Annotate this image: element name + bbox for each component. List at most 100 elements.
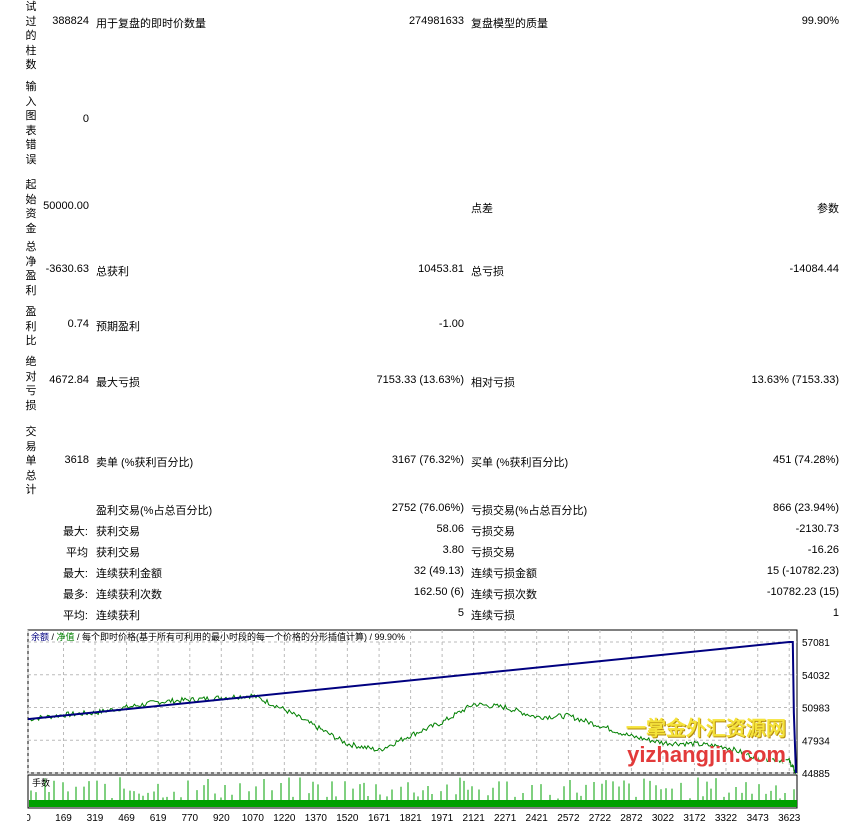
- row-label: 总净盈利: [25, 241, 37, 297]
- sub-prefix: 最大:: [62, 526, 88, 538]
- col2-label: 最大亏损: [96, 377, 140, 389]
- x-tick-label: 3022: [652, 813, 675, 824]
- col3-value: 866 (23.94%): [772, 502, 839, 514]
- col3-label: 亏损交易(%占总百分比): [471, 505, 588, 517]
- x-tick-label: 3322: [715, 813, 738, 824]
- col2-value: 3.80: [442, 544, 464, 556]
- x-tick-label: 2722: [589, 813, 612, 824]
- col3-value: -16.26: [807, 544, 839, 556]
- col2-value: -1.00: [438, 318, 464, 330]
- equity-line: [27, 693, 797, 775]
- col2-label: 盈利交易(%占总百分比): [96, 505, 213, 517]
- col3-label: 连续亏损金额: [471, 568, 537, 580]
- legend-equity: 净值: [57, 631, 75, 642]
- col2-value: 274981633: [408, 15, 464, 27]
- x-tick-label: 1070: [242, 813, 265, 824]
- x-tick-label: 619: [150, 813, 167, 824]
- row-value: 4672.84: [49, 374, 89, 386]
- x-tick-label: 1821: [399, 813, 422, 824]
- x-tick-label: 1370: [305, 813, 328, 824]
- x-tick-label: 3172: [683, 813, 706, 824]
- col2-value: 7153.33 (13.63%): [376, 374, 464, 386]
- col3-value: -10782.23 (15): [766, 586, 839, 598]
- col3-label: 亏损交易: [471, 526, 515, 538]
- y-tick-label: 57081: [802, 638, 830, 649]
- equity-chart: 0 169 319 469 619 770 920 1070 1220 1370 1520 1671 1…: [27, 629, 830, 824]
- col2-label: 连续获利次数: [96, 589, 162, 601]
- balance-line: [27, 641, 797, 774]
- col3-value: -14084.44: [789, 263, 839, 275]
- col3-label: 点差: [471, 203, 493, 215]
- x-tick-label: 1971: [431, 813, 454, 824]
- legend-desc: / 每个即时价格(基于所有可利用的最小时段的每一个价格的分形插值计算) / 99…: [75, 631, 406, 642]
- col3-value: -2130.73: [795, 523, 839, 535]
- chart-legend: 余额 / 净值 / 每个即时价格(基于所有可利用的最小时段的每一个价格的分形插值…: [31, 631, 405, 642]
- x-tick-label: 0: [27, 813, 31, 824]
- col3-value: 13.63% (7153.33): [751, 374, 839, 386]
- col2-value: 58.06: [436, 523, 464, 535]
- col3-label: 连续亏损次数: [471, 589, 537, 601]
- x-tick-label: 169: [55, 813, 72, 824]
- y-tick-label: 47934: [802, 736, 830, 747]
- x-tick-label: 1520: [336, 813, 359, 824]
- x-tick-label: 2271: [494, 813, 517, 824]
- col3-label: 连续亏损: [471, 610, 515, 622]
- col2-label: 用于复盘的即时价数量: [96, 18, 206, 30]
- row-label: 盈利比: [25, 306, 37, 347]
- row-label: 试过的柱数: [25, 1, 37, 71]
- sub-prefix: 平均: [66, 547, 88, 559]
- col2-value: 32 (49.13): [413, 565, 464, 577]
- row-value: 388824: [52, 15, 89, 27]
- x-tick-label: 1671: [368, 813, 391, 824]
- col3-label: 总亏损: [471, 266, 504, 278]
- x-tick-label: 2872: [620, 813, 643, 824]
- x-tick-label: 3473: [747, 813, 770, 824]
- col2-value: 162.50 (6): [413, 586, 464, 598]
- legend-balance: 余额: [31, 631, 49, 642]
- x-tick-label: 319: [87, 813, 104, 824]
- col2-label: 卖单 (%获利百分比): [96, 457, 194, 469]
- row-value: 50000.00: [43, 200, 89, 212]
- x-tick-label: 469: [118, 813, 135, 824]
- col2-value: 10453.81: [418, 263, 464, 275]
- y-tick-label: 50983: [802, 704, 830, 715]
- col3-value: 参数: [817, 203, 839, 215]
- volume-label: 手数: [32, 777, 50, 788]
- x-tick-label: 920: [213, 813, 230, 824]
- row-value: 3618: [64, 454, 89, 466]
- x-tick-label: 1220: [273, 813, 296, 824]
- col2-value: 5: [457, 607, 464, 619]
- watermark-cn: 一掌金外汇资源网: [626, 718, 786, 740]
- row-value: 0.74: [67, 318, 89, 330]
- row-label: 交易单总计: [25, 426, 37, 496]
- col2-label: 获利交易: [96, 547, 140, 559]
- col3-value: 15 (-10782.23): [766, 565, 839, 577]
- col3-value: 1: [832, 607, 839, 619]
- x-tick-label: 3623: [778, 813, 801, 824]
- row-value: 0: [82, 113, 89, 125]
- row-label: 起始资金: [25, 179, 37, 235]
- watermark-url: yizhangjin.com: [627, 742, 786, 767]
- row-label: 绝对亏损: [25, 356, 37, 412]
- col3-label: 买单 (%获利百分比): [471, 457, 569, 469]
- col2-label: 连续获利金额: [96, 568, 162, 580]
- x-tick-label: 2572: [557, 813, 580, 824]
- row-label: 输入图表错误: [25, 81, 37, 166]
- col2-value: 2752 (76.06%): [391, 502, 464, 514]
- x-tick-label: 770: [181, 813, 198, 824]
- col2-label: 总获利: [96, 266, 129, 278]
- col3-value: 451 (74.28%): [772, 454, 839, 466]
- y-tick-label: 44885: [802, 769, 830, 780]
- col3-label: 相对亏损: [471, 377, 515, 389]
- col2-label: 预期盈利: [96, 321, 140, 333]
- x-tick-label: 2121: [463, 813, 486, 824]
- col2-value: 3167 (76.32%): [391, 454, 464, 466]
- sub-prefix: 最多:: [62, 589, 88, 601]
- col2-label: 获利交易: [96, 526, 140, 538]
- col3-label: 亏损交易: [471, 547, 515, 559]
- volume-base: [29, 800, 797, 807]
- y-tick-label: 54032: [802, 671, 830, 682]
- sub-prefix: 平均:: [62, 610, 88, 622]
- row-value: -3630.63: [45, 263, 89, 275]
- col3-value: 99.90%: [801, 15, 839, 27]
